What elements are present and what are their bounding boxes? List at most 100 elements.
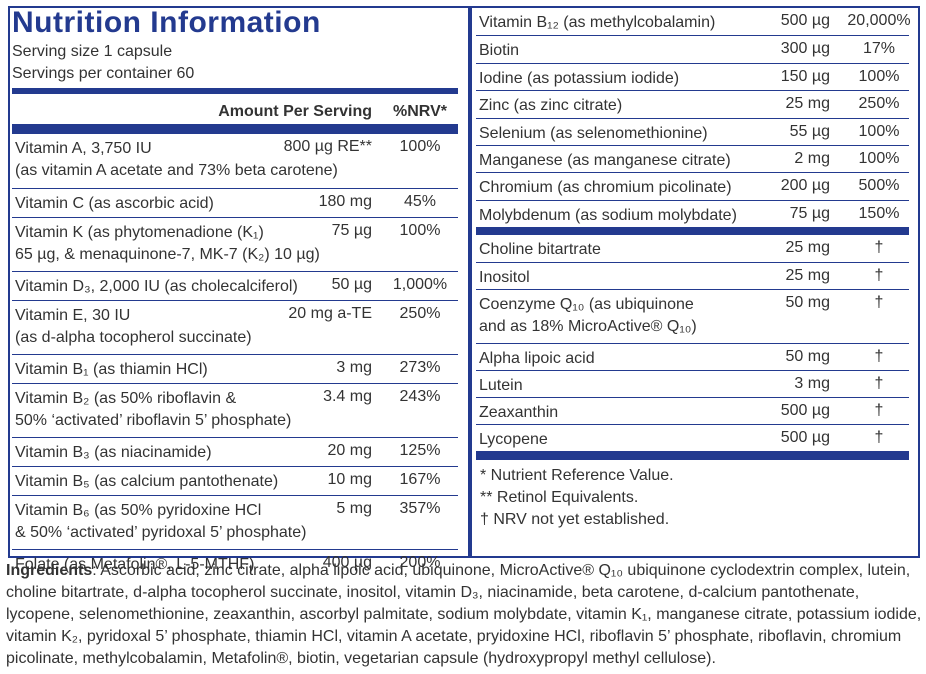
- name-line: (as d-alpha tocopherol succinate): [15, 329, 252, 346]
- nutrient-row: Selenium (as selenomethionine) 55 µg 100%: [476, 117, 909, 145]
- nutrient-row: Vitamin B₅ (as calcium pantothenate) 10 m…: [12, 466, 458, 495]
- nutrient-row: Vitamin B₁ (as thiamin HCl) 3 mg 273%: [12, 354, 458, 383]
- name-line: Vitamin E, 30 IU: [15, 307, 131, 324]
- nutrient-row: Vitamin A, 3,750 IU (as vitamin A acetate…: [12, 134, 458, 188]
- nutrient-row: Vitamin K (as phytomenadione (K₁) 65 µg, …: [12, 217, 458, 271]
- nutrient-row: Chromium (as chromium picolinate) 200 µg 5…: [476, 172, 909, 199]
- name-line: Folate (as Metafolin®, L-5-MTHF): [15, 556, 255, 573]
- nutrient-name: Inositol: [479, 267, 530, 289]
- nrv: 20,000%: [847, 12, 911, 29]
- amount: 20 mg a-TE: [288, 305, 372, 322]
- nutrient-row: Inositol 25 mg †: [476, 262, 909, 289]
- amount: 75 µg: [789, 204, 830, 222]
- name-line: Iodine (as potassium iodide): [479, 69, 680, 87]
- amount: 3 mg: [794, 375, 830, 392]
- footnotes: * Nutrient Reference Value. ** Retinol Eq…: [480, 465, 674, 531]
- nrv: 357%: [399, 500, 441, 517]
- name-line: Selenium (as selenomethionine): [479, 124, 708, 142]
- nrv: 273%: [399, 359, 441, 376]
- name-line: Vitamin B₁₂ (as methylcobalamin): [479, 14, 716, 31]
- amount: 500 µg: [780, 12, 830, 29]
- nutrient-name: Vitamin B₅ (as calcium pantothenate): [15, 471, 278, 493]
- name-line: Biotin: [479, 42, 520, 60]
- nutrient-row: Vitamin D₃, 2,000 IU (as cholecalciferol…: [12, 271, 458, 300]
- nutrient-name: Vitamin E, 30 IU (as d-alpha tocopherol s…: [15, 305, 252, 349]
- name-line: Zinc (as zinc citrate): [479, 97, 623, 115]
- amount: 500 µg: [780, 402, 830, 419]
- nrv: 243%: [399, 388, 441, 405]
- ingredients: Ingredients: Ascorbic acid, zinc citrate…: [6, 560, 922, 670]
- nutrient-row: Molybdenum (as sodium molybdate) 75 µg 150…: [476, 199, 909, 227]
- name-line: Coenzyme Q₁₀ (as ubiquinone: [479, 296, 694, 313]
- nutrient-name: Vitamin B₆ (as 50% pyridoxine HCl & 50% ‘…: [15, 500, 306, 544]
- name-line: Choline bitartrate: [479, 241, 601, 258]
- nutrient-name: Molybdenum (as sodium molybdate): [479, 205, 737, 227]
- nutrient-name: Folate (as Metafolin®, L-5-MTHF): [15, 554, 254, 576]
- ingredients-text: : Ascorbic acid, zinc citrate, alpha lip…: [6, 562, 922, 667]
- nutrient-row: Vitamin B₂ (as 50% riboflavin & 50% ‘acti…: [12, 383, 458, 437]
- nutrient-name: Choline bitartrate: [479, 239, 601, 261]
- amount: 25 mg: [785, 239, 830, 256]
- nutrient-name: Zeaxanthin: [479, 402, 558, 424]
- footnote: * Nutrient Reference Value.: [480, 467, 674, 484]
- amount: 3.4 mg: [323, 388, 372, 405]
- nutrient-name: Zinc (as zinc citrate): [479, 95, 622, 117]
- nutrient-row: Zinc (as zinc citrate) 25 mg 250%: [476, 90, 909, 117]
- amount: 400 µg: [322, 554, 372, 571]
- amount: 75 µg: [331, 222, 372, 239]
- nrv: †: [874, 239, 884, 256]
- name-line: Manganese (as manganese citrate): [479, 152, 731, 169]
- amount: 20 mg: [327, 442, 372, 459]
- name-line: Zeaxanthin: [479, 404, 559, 421]
- amount: 50 mg: [785, 348, 830, 365]
- nutrient-name: Coenzyme Q₁₀ (as ubiquinone and as 18% Mi…: [479, 294, 697, 338]
- name-line: Alpha lipoic acid: [479, 350, 595, 367]
- nutrient-row: Vitamin C (as ascorbic acid) 180 mg 45%: [12, 188, 458, 217]
- nutrient-name: Vitamin K (as phytomenadione (K₁) 65 µg, …: [15, 222, 320, 266]
- nutrient-name: Vitamin C (as ascorbic acid): [15, 193, 214, 215]
- amount: 800 µg RE**: [283, 138, 372, 155]
- nutrient-name: Lutein: [479, 375, 523, 397]
- nrv: 167%: [399, 471, 441, 488]
- divider: [476, 451, 909, 460]
- amount: 5 mg: [336, 500, 372, 517]
- nutrient-name: Selenium (as selenomethionine): [479, 123, 708, 145]
- name-line: 65 µg, & menaquinone-7, MK-7 (K₂) 10 µg): [15, 246, 320, 263]
- nutrient-row: Zeaxanthin 500 µg †: [476, 397, 909, 424]
- nutrient-name: Iodine (as potassium iodide): [479, 68, 679, 90]
- amount: 25 mg: [785, 95, 830, 113]
- amount: 50 µg: [331, 276, 372, 293]
- nutrient-row: Biotin 300 µg 17%: [476, 35, 909, 62]
- name-line: Vitamin C (as ascorbic acid): [15, 195, 214, 212]
- name-line: Lycopene: [479, 431, 548, 448]
- nrv: 100%: [858, 122, 900, 140]
- nutrient-name: Vitamin A, 3,750 IU (as vitamin A acetate…: [15, 138, 338, 182]
- nrv: 125%: [399, 442, 441, 459]
- nutrient-row: Lutein 3 mg †: [476, 370, 909, 397]
- divider: [12, 124, 458, 134]
- name-line: Vitamin B₃ (as niacinamide): [15, 444, 212, 461]
- nrv: †: [874, 402, 884, 419]
- nutrient-row: Folate (as Metafolin®, L-5-MTHF) 400 µg 20…: [12, 549, 458, 578]
- amount: 2 mg: [794, 150, 830, 167]
- servings-per-container: Servings per container 60: [12, 65, 195, 82]
- nutrient-row: Alpha lipoic acid 50 mg †: [476, 343, 909, 370]
- left-panel: [8, 6, 470, 558]
- name-line: Vitamin B₅ (as calcium pantothenate): [15, 473, 279, 490]
- amount: 10 mg: [327, 471, 372, 488]
- name-line: Inositol: [479, 269, 530, 286]
- serving-size: Serving size 1 capsule: [12, 43, 173, 60]
- name-line: Vitamin B₁ (as thiamin HCl): [15, 361, 208, 378]
- amount: 500 µg: [780, 429, 830, 446]
- nutrient-row: Vitamin E, 30 IU (as d-alpha tocopherol s…: [12, 300, 458, 354]
- amount: 3 mg: [336, 359, 372, 376]
- amount: 55 µg: [789, 122, 830, 140]
- nrv: 200%: [399, 554, 441, 571]
- column-header: %NRV*: [393, 103, 447, 120]
- amount: 200 µg: [780, 177, 830, 195]
- amount: 180 mg: [318, 193, 372, 210]
- nutrient-name: Lycopene: [479, 429, 548, 451]
- nutrient-row: Choline bitartrate 25 mg †: [476, 235, 909, 262]
- nutrient-name: Manganese (as manganese citrate): [479, 150, 731, 172]
- nrv: 100%: [858, 67, 900, 85]
